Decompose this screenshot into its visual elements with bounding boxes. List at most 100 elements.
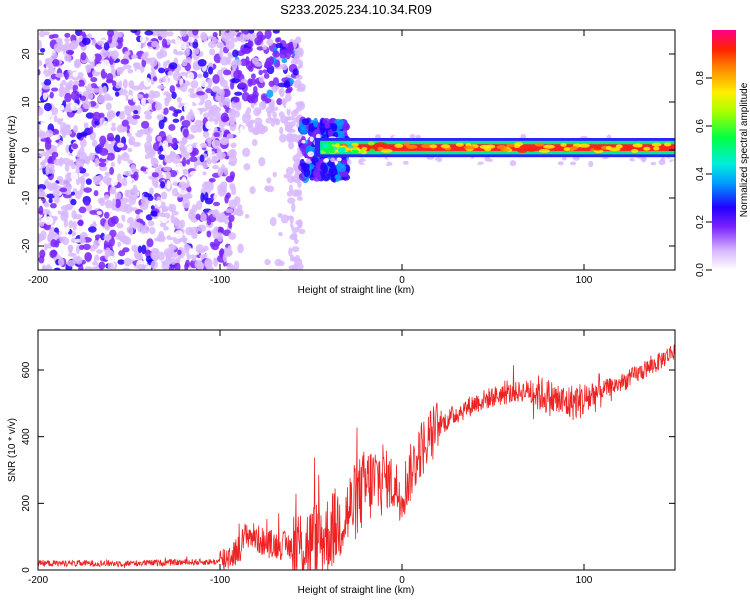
spectrogram-cell: [258, 76, 265, 84]
spectrogram-cell: [180, 71, 187, 76]
spectrogram-cell: [59, 187, 68, 193]
spectrogram-cell: [158, 67, 165, 74]
spectrogram-cell: [187, 30, 194, 38]
spectrogram-cell: [116, 223, 124, 229]
spectrogram-cell: [42, 36, 48, 43]
spectrogram-cell: [248, 64, 254, 72]
spectrogram-cell: [38, 40, 42, 50]
spectrogram-cell: [128, 196, 136, 206]
spectrogram-cell: [367, 141, 375, 146]
spectrogram-cell: [78, 79, 85, 88]
y-tick-label: 200: [21, 495, 32, 512]
spectrogram-cell: [109, 229, 117, 238]
spectrogram-cell: [44, 140, 52, 151]
spectrogram-cell: [262, 45, 268, 50]
spectrogram-cell: [192, 30, 199, 36]
spectrogram-cell: [144, 93, 149, 99]
spectrogram-cell: [70, 198, 77, 206]
spectrogram-cell: [116, 173, 122, 184]
spectrogram-cell: [301, 139, 306, 144]
spectrogram-cell: [189, 170, 199, 177]
spectrogram-cell: [250, 73, 256, 80]
spectrogram-cell: [658, 159, 666, 166]
spectrogram-cell: [214, 106, 222, 113]
spectrogram-cell: [248, 78, 258, 86]
spectrogram-cell: [80, 95, 87, 101]
spectrogram-cell: [92, 88, 102, 93]
spectrogram-cell: [493, 158, 499, 163]
spectrogram-cell: [420, 134, 428, 139]
spectrogram-cell: [114, 134, 121, 143]
x-tick-label: 100: [576, 575, 593, 586]
spectrogram-cell: [217, 167, 224, 177]
spectrogram-cell: [296, 208, 304, 218]
spectrogram-cell: [102, 85, 108, 94]
spectrogram-cell: [53, 115, 58, 123]
spectrogram-cell: [225, 57, 232, 63]
spectrogram-cell: [232, 49, 239, 58]
spectrogram-cell: [78, 263, 84, 270]
chart-title: S233.2025.234.10.34.R09: [280, 2, 432, 17]
spectrogram-cell: [163, 226, 169, 231]
spectrogram-cell: [295, 101, 303, 106]
spectrogram-cell: [143, 103, 152, 111]
spectrogram-cell: [167, 70, 174, 76]
spectrogram-cell: [199, 234, 204, 243]
spectrogram-cell: [49, 231, 57, 237]
spectrogram-cell: [665, 161, 673, 165]
spectrogram-cell: [269, 216, 277, 227]
spectrogram-cell: [121, 127, 128, 132]
spectrogram-cell: [484, 147, 492, 152]
spectrogram-cell: [179, 257, 185, 268]
spectrogram-cell: [178, 167, 183, 177]
spectrogram-cell: [197, 58, 207, 67]
spectrogram-cell: [219, 127, 226, 132]
spectrogram-cell: [229, 155, 238, 166]
spectrogram-cell: [278, 111, 285, 118]
spectrogram-cell: [101, 59, 111, 70]
spectrogram-cell: [432, 160, 439, 166]
spectrogram-cell: [557, 161, 564, 166]
spectrogram-cell: [55, 37, 63, 44]
spectrogram-cell: [144, 30, 154, 36]
spectrogram-cell: [189, 156, 198, 163]
spectrogram-cell: [275, 42, 283, 49]
spectrogram-cell: [181, 61, 188, 67]
spectrogram-cell: [98, 162, 107, 168]
snr-y-ticks: 0 200 400 600: [21, 361, 675, 573]
spectrogram-cell: [243, 163, 251, 171]
spectrogram-cell: [144, 145, 154, 155]
spectrogram-cell: [88, 72, 93, 78]
spectrogram-cell: [279, 133, 288, 143]
spectrogram-cell: [160, 217, 168, 224]
spectrogram-cell: [88, 226, 97, 233]
spectrogram-cell: [163, 61, 168, 69]
spectrogram-cell: [253, 107, 262, 117]
spectrogram-cell: [247, 113, 252, 121]
spectrogram-cell: [615, 144, 623, 149]
spectrogram-cell: [49, 226, 55, 231]
spectrogram-cell: [115, 75, 121, 83]
spectrogram-cell: [187, 71, 195, 81]
spectrogram-cell: [132, 114, 141, 120]
spectrogram-cell: [150, 251, 159, 260]
spectrogram-cell: [126, 124, 131, 135]
spectrogram-cell: [166, 179, 171, 190]
spectrogram-cell: [132, 93, 138, 103]
spectrogram-cell: [398, 156, 404, 163]
spectrogram-cell: [61, 79, 67, 86]
colorbar-tick-label: 0.2: [695, 215, 706, 229]
spectrogram-cell: [61, 157, 71, 164]
spectrogram-cell: [292, 39, 298, 49]
spectrogram-cell: [93, 53, 102, 63]
spectrogram-cell: [127, 147, 133, 153]
spectrogram-cell: [175, 37, 182, 46]
spectrogram-cell: [188, 248, 193, 256]
spectrogram-cell: [104, 199, 113, 209]
spectrogram-cell: [513, 144, 521, 149]
spectrogram-cell: [195, 109, 200, 120]
spectrogram-cell: [264, 258, 271, 266]
spectrogram-cell: [60, 205, 70, 212]
spectrogram-cell: [245, 56, 250, 66]
spectrogram-cell: [212, 139, 221, 150]
